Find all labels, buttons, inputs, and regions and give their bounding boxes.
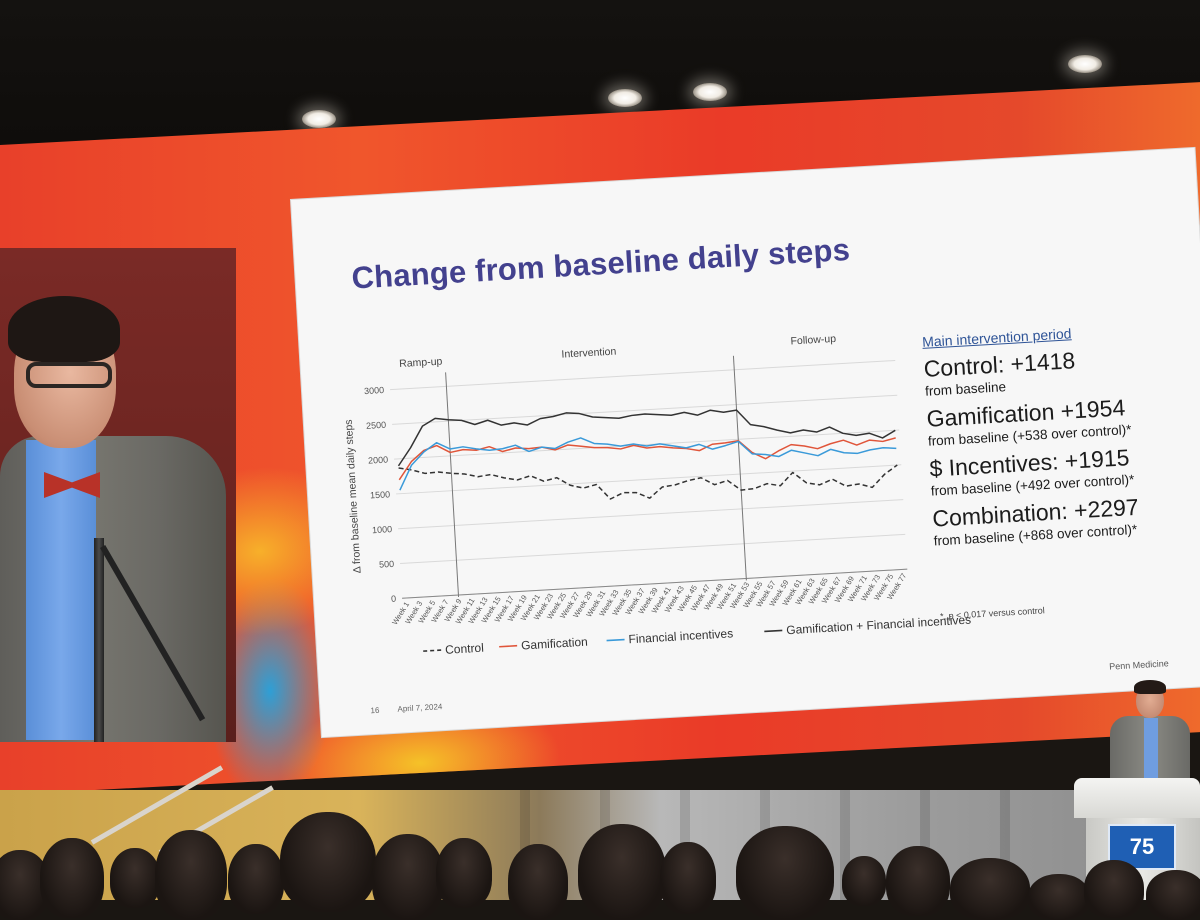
period-label-rampup: Ramp-up [399,356,443,370]
audience-head [436,838,492,908]
ceiling-spotlight-icon [1068,55,1102,73]
audience [0,812,1200,920]
series-line-1 [398,437,896,481]
curtain-fold [1000,790,1010,900]
legend-entry: Gamification [521,635,588,653]
period-divider [445,372,460,598]
gridline [398,499,904,530]
audience-head [660,842,716,914]
presenter-hair [1134,680,1166,694]
x-axis-line [402,568,908,599]
sidebar-stats: Main intervention period Control: +1418 … [922,318,1200,555]
glasses-icon [26,362,112,388]
y-tick-label: 0 [391,594,397,604]
presentation-slide: Change from baseline daily steps 0 500 100… [291,147,1200,738]
audience-head [950,858,1030,920]
gridline [390,359,896,391]
stat-combination: Combination: +2297 from baseline (+868 o… [932,490,1200,550]
steps-line-chart: 0 500 1000 1500 2000 2500 3000 Ramp-up Intervent… [343,333,972,657]
audience-head [1146,870,1200,920]
audience-head [842,856,886,906]
audience-head [372,834,444,920]
ceiling-spotlight-icon [693,83,727,101]
legend-swatch [606,638,625,642]
audience-head [1028,874,1090,920]
speaker-hair [8,296,120,362]
microphone-icon [94,538,104,742]
legend-entry: Financial incentives [628,626,733,646]
presenter-on-stage [1108,680,1194,780]
y-tick-label: 2500 [366,420,387,431]
audience-head [228,844,284,914]
y-tick-label: 3000 [364,385,385,396]
gridline [392,394,898,425]
y-tick-label: 1500 [370,489,391,500]
y-tick-label: 500 [379,559,395,570]
period-label-followup: Follow-up [790,333,836,348]
period-divider [732,355,747,581]
audience-head [40,838,104,918]
ceiling-spotlight-icon [302,110,336,128]
ceiling-spotlight-icon [608,89,642,107]
series-line-0 [398,464,898,500]
audience-head [736,826,834,920]
curtain-fold [520,790,530,900]
gridline [396,464,902,495]
legend-swatch [423,649,442,652]
series-line-2 [399,437,897,491]
podium-top [1074,778,1200,818]
audience-head [280,812,376,912]
legend-swatch [499,644,518,648]
presenter-shirt [1144,718,1158,778]
audience-head [508,844,568,920]
curtain-fold [920,790,930,900]
podium-logo-screen: 75 [1108,824,1176,870]
y-tick-label: 1000 [372,524,393,535]
y-axis-label: Δ from baseline mean daily steps [343,419,364,574]
slide-page-number: 16 [370,705,380,716]
y-tick-label: 2000 [368,455,389,466]
audience-head [1084,860,1144,918]
speaker-video-screen [0,248,236,742]
series-line-3 [397,409,896,467]
curtain-fold [840,790,850,900]
gridline [394,429,900,460]
legend-swatch [764,629,783,633]
legend-entry: Control [445,641,484,657]
gridline [400,533,906,564]
audience-head [155,830,227,920]
audience-head [578,824,666,920]
audience-head [886,846,950,916]
audience-head [110,848,160,908]
period-label-intervention: Intervention [561,346,617,361]
